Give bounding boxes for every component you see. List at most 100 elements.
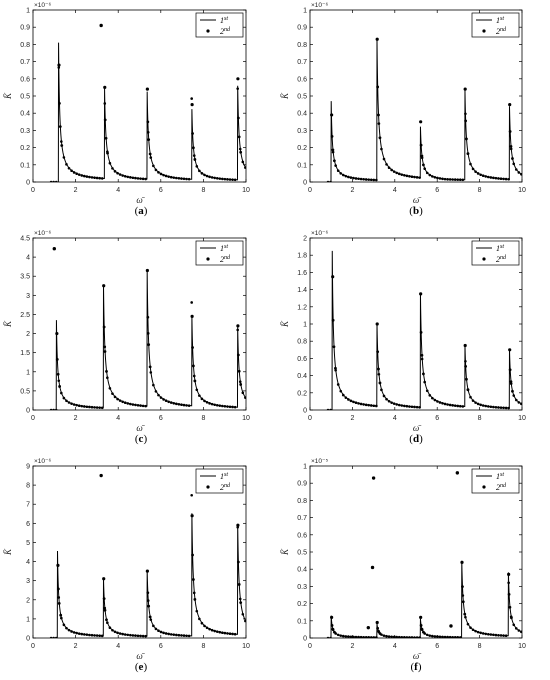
y-tick-label: 2.5 xyxy=(20,312,30,319)
marker-2nd xyxy=(121,400,124,404)
marker-2nd xyxy=(226,178,229,181)
x-axis-label: ω̄ xyxy=(413,651,422,661)
marker-2nd xyxy=(215,177,219,180)
marker-2nd xyxy=(98,634,101,637)
marker-2nd xyxy=(378,632,382,635)
legend-label: 1st xyxy=(496,244,504,253)
marker-2nd xyxy=(443,177,447,181)
marker-2nd xyxy=(144,634,147,638)
marker-2nd xyxy=(425,389,429,393)
series-1st-line xyxy=(326,250,522,410)
marker-2nd xyxy=(208,627,211,631)
marker-2nd xyxy=(149,371,153,374)
marker-2nd xyxy=(236,116,240,120)
marker-2nd xyxy=(446,178,449,181)
marker-2nd xyxy=(134,634,137,637)
marker-2nd xyxy=(395,171,399,175)
x-tick-label: 0 xyxy=(31,415,35,422)
marker-2nd xyxy=(159,396,163,399)
marker-2nd xyxy=(392,170,396,173)
marker-2nd xyxy=(198,617,201,621)
marker-2nd-peak xyxy=(330,113,334,117)
marker-2nd xyxy=(90,633,94,637)
marker-2nd xyxy=(514,627,518,630)
x-tick-label: 0 xyxy=(308,187,312,194)
marker-2nd xyxy=(405,174,409,178)
marker-2nd xyxy=(395,635,399,638)
marker-2nd xyxy=(88,633,91,637)
x-tick-label: 4 xyxy=(116,643,120,650)
y-tick-label: 0.8 xyxy=(297,498,307,505)
marker-2nd xyxy=(233,405,237,409)
marker-2nd xyxy=(67,166,71,170)
marker-2nd xyxy=(456,404,460,408)
marker-2nd xyxy=(215,630,219,633)
marker-2nd xyxy=(504,406,508,410)
marker-2nd xyxy=(52,408,55,410)
y-tick-label: 0 xyxy=(303,180,307,187)
marker-2nd xyxy=(344,396,348,399)
marker-2nd xyxy=(239,601,243,605)
x-axis-label: ω̄ xyxy=(136,423,145,433)
marker-2nd xyxy=(431,175,434,178)
marker-2nd xyxy=(359,177,363,181)
series-1st-line xyxy=(50,270,246,410)
series-2nd-markers xyxy=(326,37,522,182)
marker-2nd xyxy=(210,176,214,179)
marker-2nd xyxy=(111,167,114,170)
marker-2nd xyxy=(49,408,53,410)
legend-box xyxy=(471,12,520,38)
y-tick-label: 7 xyxy=(26,502,30,509)
marker-2nd xyxy=(364,635,368,638)
marker-2nd xyxy=(191,364,195,368)
marker-2nd xyxy=(344,174,348,178)
marker-2nd xyxy=(451,178,454,181)
y-tick-label: 1 xyxy=(26,8,30,15)
marker-2nd xyxy=(233,178,237,182)
marker-2nd xyxy=(190,493,193,497)
marker-2nd xyxy=(453,178,457,181)
marker-2nd xyxy=(205,626,209,630)
legend-marker-swatch xyxy=(206,29,210,33)
marker-2nd xyxy=(372,178,376,182)
y-axis-label: K̄ xyxy=(280,548,290,556)
marker-2nd xyxy=(159,172,163,176)
legend-box xyxy=(195,12,244,38)
marker-2nd xyxy=(123,401,127,404)
marker-2nd xyxy=(494,633,498,637)
marker-2nd xyxy=(57,596,61,599)
marker-2nd xyxy=(65,163,68,166)
marker-2nd xyxy=(474,401,477,404)
marker-2nd xyxy=(129,633,132,637)
marker-2nd xyxy=(504,634,508,638)
marker-2nd xyxy=(461,594,465,597)
marker-2nd xyxy=(167,175,170,178)
marker-2nd xyxy=(108,626,112,630)
marker-2nd xyxy=(191,146,195,150)
marker-2nd xyxy=(54,180,58,182)
marker-2nd xyxy=(90,405,94,409)
marker-2nd xyxy=(169,175,173,179)
marker-2nd xyxy=(100,634,104,638)
marker-2nd xyxy=(57,66,61,69)
series-1st-line xyxy=(326,560,522,638)
marker-2nd xyxy=(387,635,391,638)
marker-2nd xyxy=(352,400,355,404)
marker-2nd xyxy=(141,404,145,408)
marker-2nd xyxy=(190,97,193,100)
y-exponent-label: ×10⁻⁶ xyxy=(34,2,51,9)
marker-2nd-peak xyxy=(375,620,379,625)
marker-2nd xyxy=(121,632,124,636)
x-tick-label: 8 xyxy=(478,643,482,650)
y-tick-label: 2 xyxy=(303,236,307,243)
series-2nd-markers xyxy=(49,247,246,410)
y-tick-label: 8 xyxy=(26,483,30,490)
marker-2nd xyxy=(367,403,371,407)
marker-2nd xyxy=(431,396,434,400)
y-tick-label: 2 xyxy=(26,597,30,604)
y-tick-label: 0.5 xyxy=(297,550,307,557)
x-tick-label: 6 xyxy=(159,187,163,194)
marker-2nd xyxy=(428,634,432,637)
